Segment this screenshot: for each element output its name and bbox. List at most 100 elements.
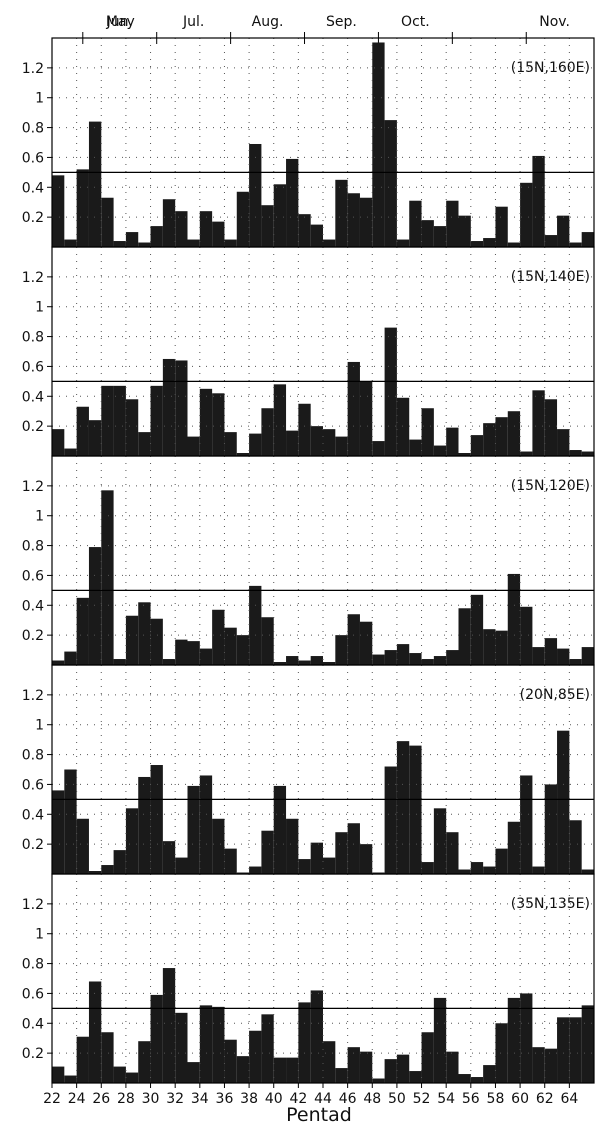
bar xyxy=(101,197,114,247)
bar xyxy=(76,169,89,247)
bar xyxy=(421,659,434,665)
bar xyxy=(113,850,126,874)
bar xyxy=(138,776,151,874)
y-tick-label: 0.8 xyxy=(22,957,44,973)
bar xyxy=(372,441,385,456)
panel-location-label: (20N,85E) xyxy=(520,687,590,703)
x-tick-label: 36 xyxy=(216,1091,234,1107)
bar xyxy=(384,120,397,247)
bar xyxy=(64,651,77,665)
bar xyxy=(101,1032,114,1083)
bar xyxy=(495,848,508,874)
bar xyxy=(359,1051,373,1083)
month-label: Sep. xyxy=(326,14,357,30)
panel-location-label: (35N,135E) xyxy=(511,896,590,912)
bar xyxy=(335,1068,348,1083)
bar xyxy=(125,1072,139,1083)
bar xyxy=(532,647,545,665)
bar xyxy=(507,242,521,247)
bar xyxy=(396,741,410,874)
bar xyxy=(162,968,176,1083)
x-tick-label: 30 xyxy=(142,1091,160,1107)
bar xyxy=(212,609,225,665)
x-tick-label: 40 xyxy=(265,1091,283,1107)
bar xyxy=(212,393,225,456)
bar xyxy=(323,1041,336,1083)
bar xyxy=(150,765,163,874)
x-tick-label: 42 xyxy=(289,1091,307,1107)
bar xyxy=(224,432,237,456)
bar xyxy=(532,155,545,247)
bar xyxy=(286,158,299,247)
bar xyxy=(310,656,323,665)
bar xyxy=(323,662,336,665)
bar xyxy=(64,1075,77,1083)
bar xyxy=(310,426,323,456)
y-tick-label: 1 xyxy=(35,300,44,316)
bar xyxy=(384,1059,397,1083)
bar xyxy=(125,232,139,247)
bar xyxy=(273,184,287,247)
bar xyxy=(359,197,373,247)
bar xyxy=(323,429,336,456)
bar xyxy=(310,990,323,1083)
bar xyxy=(88,871,102,874)
bar xyxy=(187,785,200,874)
bar xyxy=(273,785,287,874)
bar xyxy=(261,617,274,665)
panel-location-label: (15N,140E) xyxy=(511,269,590,285)
bar xyxy=(52,660,65,665)
bar xyxy=(520,993,533,1083)
bar xyxy=(236,191,250,247)
y-tick-label: 0.2 xyxy=(22,1046,44,1062)
bar xyxy=(138,242,151,247)
bar xyxy=(507,821,521,874)
bar xyxy=(88,121,102,247)
bar xyxy=(125,399,139,456)
bar xyxy=(138,1041,151,1083)
bar xyxy=(557,648,570,665)
bar xyxy=(113,659,126,665)
bar xyxy=(125,808,139,874)
x-tick-label: 60 xyxy=(511,1091,529,1107)
x-tick-label: 58 xyxy=(487,1091,505,1107)
x-tick-label: 50 xyxy=(388,1091,406,1107)
bar xyxy=(470,594,484,665)
bar xyxy=(581,451,594,456)
month-label: Oct. xyxy=(401,14,430,30)
bar xyxy=(298,403,311,456)
bar xyxy=(446,200,459,247)
y-tick-label: 0.8 xyxy=(22,330,44,346)
bar xyxy=(569,659,582,665)
bar xyxy=(384,327,397,456)
y-tick-label: 0.6 xyxy=(22,568,44,584)
bar xyxy=(446,832,459,874)
bar xyxy=(384,766,397,874)
bar xyxy=(224,848,237,874)
bar xyxy=(236,1056,250,1083)
bar xyxy=(298,1002,311,1083)
bar xyxy=(409,653,422,665)
bar xyxy=(298,660,311,665)
y-tick-label: 0.8 xyxy=(22,121,44,137)
bar xyxy=(298,859,311,874)
bar xyxy=(64,448,77,456)
x-tick-label: 52 xyxy=(413,1091,431,1107)
bar xyxy=(384,650,397,665)
month-label: Nov. xyxy=(539,14,570,30)
y-tick-label: 1 xyxy=(35,718,44,734)
y-tick-label: 1 xyxy=(35,509,44,525)
bar xyxy=(175,1012,188,1083)
bar xyxy=(470,862,484,874)
bar xyxy=(409,439,422,456)
bar xyxy=(199,211,213,247)
bar xyxy=(372,1078,385,1083)
bar xyxy=(323,239,336,247)
x-tick-label: 26 xyxy=(92,1091,110,1107)
bar xyxy=(261,205,274,247)
bar xyxy=(507,573,521,665)
bar xyxy=(150,226,163,247)
bar xyxy=(483,238,496,247)
y-tick-label: 1.2 xyxy=(22,688,44,704)
